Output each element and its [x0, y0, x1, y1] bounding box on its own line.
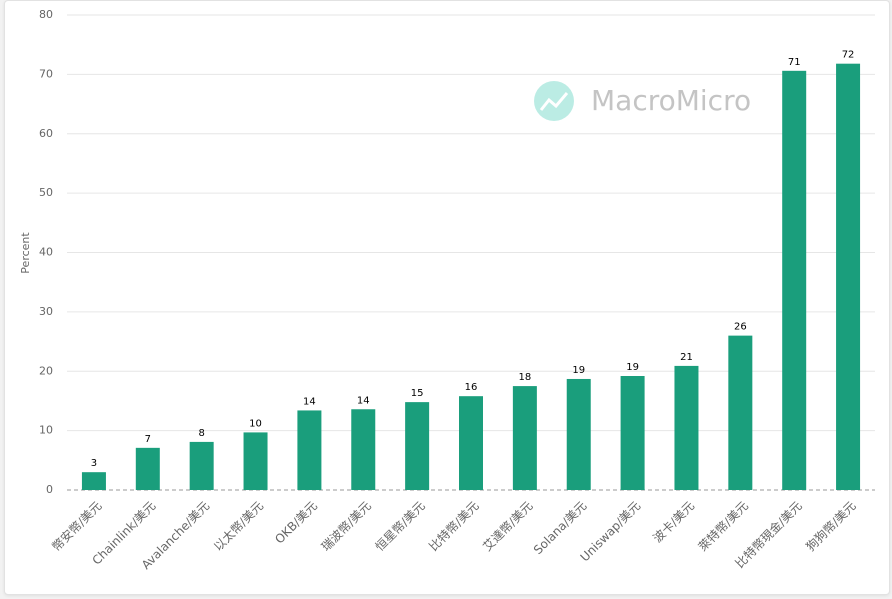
y-tick-label: 50 — [39, 186, 53, 199]
bar — [620, 376, 645, 490]
y-tick-label: 80 — [39, 8, 53, 21]
data-label: 18 — [518, 372, 531, 383]
bar — [512, 386, 537, 490]
data-label: 72 — [842, 50, 855, 61]
data-label: 19 — [572, 365, 585, 376]
x-tick-label: 恒星幣/美元 — [373, 499, 428, 554]
data-label: 19 — [626, 362, 639, 373]
data-label: 21 — [680, 352, 693, 363]
bar — [189, 441, 214, 490]
data-label: 10 — [249, 418, 262, 429]
bar — [836, 63, 861, 490]
x-tick-label: 艾達幣/美元 — [480, 499, 535, 554]
bar — [405, 402, 430, 490]
x-tick-label: 瑞波幣/美元 — [319, 499, 374, 554]
x-tick-label: 萊特幣/美元 — [695, 498, 751, 554]
data-label: 16 — [465, 382, 478, 393]
data-label: 14 — [303, 396, 316, 407]
y-tick-label: 70 — [39, 67, 53, 80]
chart-card — [4, 0, 890, 595]
x-tick-label: 幣安幣/美元 — [49, 498, 105, 554]
data-label: 8 — [198, 428, 204, 439]
bar — [728, 335, 753, 490]
watermark: MacroMicro — [591, 84, 751, 117]
y-tick-label: 30 — [39, 305, 53, 318]
data-label: 7 — [145, 434, 151, 445]
data-label: 26 — [734, 322, 747, 333]
bar — [351, 409, 376, 490]
x-tick-label: 波卡/美元 — [650, 499, 697, 546]
bar — [566, 378, 591, 490]
data-label: 14 — [357, 395, 370, 406]
data-label: 15 — [411, 388, 424, 399]
bar — [782, 70, 807, 490]
data-label: 3 — [91, 458, 97, 469]
bar — [243, 432, 268, 490]
y-tick-label: 0 — [46, 483, 53, 496]
x-tick-label: Solana/美元 — [531, 499, 589, 557]
y-axis-label: Percent — [19, 232, 32, 274]
bar — [297, 410, 322, 490]
bar — [674, 365, 699, 490]
x-tick-label: 狗狗幣/美元 — [803, 499, 858, 554]
bar — [81, 472, 106, 490]
y-tick-label: 60 — [39, 127, 53, 140]
y-tick-label: 40 — [39, 246, 53, 259]
bar — [135, 447, 160, 490]
watermark-logo — [534, 81, 574, 121]
x-tick-label: 以太幣/美元 — [210, 498, 266, 554]
y-tick-label: 10 — [39, 424, 53, 437]
data-label: 71 — [788, 57, 801, 68]
bar — [459, 396, 483, 490]
x-tick-label: OKB/美元 — [272, 499, 320, 547]
x-tick-label: 比特幣/美元 — [426, 498, 482, 554]
y-tick-label: 20 — [39, 364, 53, 377]
